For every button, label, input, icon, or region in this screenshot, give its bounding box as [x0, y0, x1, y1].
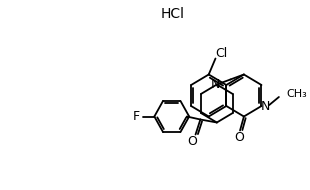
Text: O: O	[188, 135, 197, 148]
Text: O: O	[234, 131, 244, 144]
Text: HCl: HCl	[160, 7, 184, 21]
Text: N: N	[261, 100, 270, 112]
Text: CH₃: CH₃	[287, 89, 308, 99]
Text: Cl: Cl	[215, 47, 228, 60]
Text: N: N	[211, 78, 220, 91]
Text: F: F	[132, 110, 140, 123]
